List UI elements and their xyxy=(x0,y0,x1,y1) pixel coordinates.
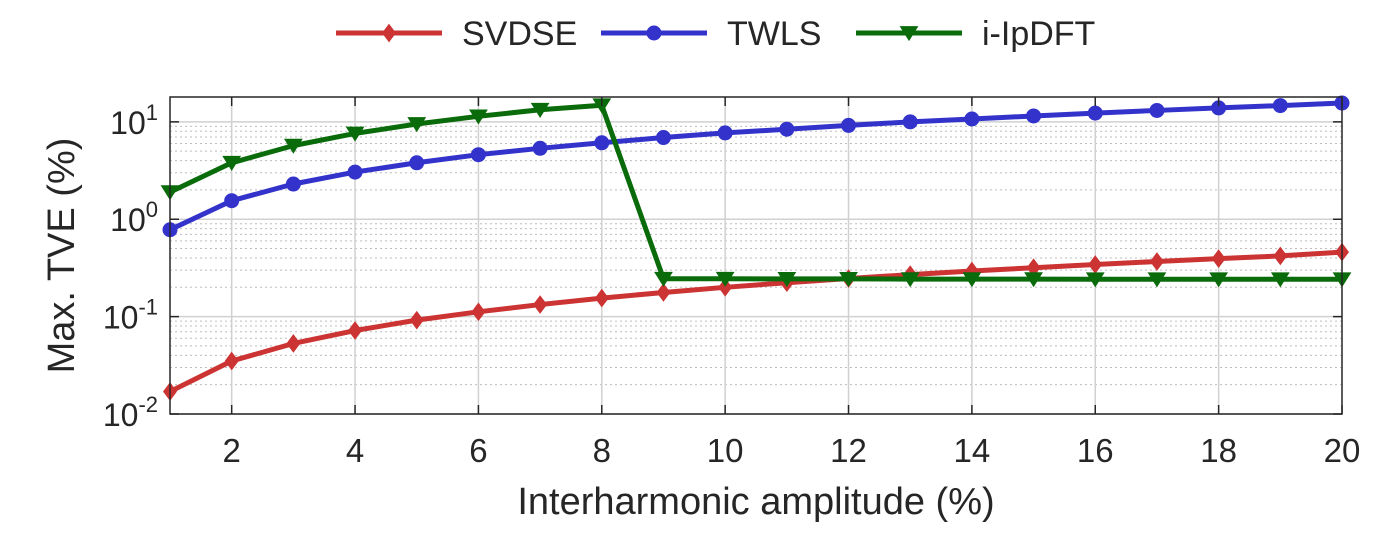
x-tick-label: 10 xyxy=(707,432,744,469)
i-ipdft-marker xyxy=(839,272,858,288)
legend-item-svdse: SVDSE xyxy=(336,15,577,53)
twls-marker xyxy=(470,147,486,163)
i-ipdft-marker xyxy=(530,102,550,118)
x-tick-label: 8 xyxy=(593,432,611,469)
twls-marker xyxy=(841,117,857,133)
twls-marker xyxy=(1272,98,1288,114)
twls-marker xyxy=(285,176,301,192)
twls-marker xyxy=(717,125,733,141)
y-tick-label: 10-1 xyxy=(103,295,158,336)
twls-marker xyxy=(902,114,918,130)
svdse-marker xyxy=(224,351,239,371)
i-ipdft-marker xyxy=(1024,272,1043,288)
i-ipdft-marker xyxy=(283,138,303,154)
x-tick-label: 2 xyxy=(223,432,241,469)
x-tick-label: 12 xyxy=(830,432,867,469)
twls-marker xyxy=(1149,102,1165,118)
series-twls xyxy=(162,95,1350,238)
i-ipdft-marker xyxy=(407,117,427,133)
series-line-twls xyxy=(168,100,1343,233)
y-tick-exponent: 1 xyxy=(146,100,158,125)
twls-marker xyxy=(532,140,548,156)
svdse-marker xyxy=(348,321,363,340)
x-tick-label: 14 xyxy=(954,432,991,469)
twls-marker xyxy=(1026,108,1042,124)
series-layer xyxy=(160,95,1352,401)
y-tick-base: 10 xyxy=(110,202,146,238)
i-ipdft-marker xyxy=(1209,272,1229,288)
svdse-marker xyxy=(656,283,671,302)
x-tick-label: 16 xyxy=(1077,432,1114,469)
legend-label-i-ipdft: i-IpDFT xyxy=(982,15,1095,53)
svdse-marker xyxy=(718,277,733,297)
series-svdse xyxy=(163,242,1350,401)
y-tick-label: 10-2 xyxy=(103,392,158,433)
svdse-marker xyxy=(286,334,301,353)
twls-marker xyxy=(655,130,671,146)
series-i-ipdft xyxy=(160,98,1352,288)
twls-marker xyxy=(594,135,610,151)
x-tick-label: 4 xyxy=(346,432,364,469)
y-tick-label: 100 xyxy=(110,197,158,238)
x-tick-label: 20 xyxy=(1324,432,1361,469)
i-ipdft-marker xyxy=(1147,272,1167,288)
i-ipdft-marker xyxy=(1270,272,1290,288)
i-ipdft-marker xyxy=(345,126,365,142)
y-tick-exponent: -2 xyxy=(138,392,158,417)
legend-item-i-ipdft: i-IpDFT xyxy=(856,15,1095,53)
x-axis-label: Interharmonic amplitude (%) xyxy=(517,481,994,523)
svdse-marker xyxy=(1273,246,1288,266)
i-ipdft-marker xyxy=(654,271,673,287)
x-tick-label: 6 xyxy=(469,432,487,469)
i-ipdft-marker xyxy=(715,271,735,287)
y-tick-exponent: -1 xyxy=(138,295,158,320)
i-ipdft-marker xyxy=(962,272,982,288)
legend-label-svdse: SVDSE xyxy=(462,15,577,53)
legend-i-ipdft-marker xyxy=(899,26,919,42)
i-ipdft-marker xyxy=(222,155,242,171)
twls-marker xyxy=(409,155,425,171)
y-tick-base: 10 xyxy=(110,105,146,141)
svdse-marker xyxy=(594,288,609,308)
legend-label-twls: TWLS xyxy=(727,15,821,53)
i-ipdft-marker xyxy=(469,109,488,125)
y-tick-exponent: 0 xyxy=(146,197,158,222)
i-ipdft-marker xyxy=(1085,272,1105,288)
y-tick-base: 10 xyxy=(103,300,139,336)
svdse-marker xyxy=(409,310,424,330)
plot-frame xyxy=(169,96,1343,415)
series-line-i-ipdft xyxy=(168,102,1342,282)
legend: SVDSE TWLS i-IpDFT xyxy=(336,15,1095,53)
y-tick-base: 10 xyxy=(103,397,139,433)
twls-marker xyxy=(1087,105,1103,121)
legend-svdse-marker xyxy=(382,23,396,43)
svdse-marker xyxy=(533,295,548,314)
legend-item-twls: TWLS xyxy=(601,15,821,53)
twls-marker xyxy=(347,164,363,180)
x-tick-label: 18 xyxy=(1200,432,1237,469)
svdse-marker xyxy=(1149,252,1164,271)
i-ipdft-marker xyxy=(777,272,797,288)
twls-marker xyxy=(964,111,980,127)
twls-marker xyxy=(224,193,240,209)
i-ipdft-marker xyxy=(900,272,920,288)
series-line-svdse xyxy=(168,249,1343,394)
y-tick-label: 101 xyxy=(110,100,158,141)
twls-marker xyxy=(779,121,795,137)
legend-twls-marker xyxy=(646,25,662,41)
y-axis-label: Max. TVE (%) xyxy=(41,138,83,374)
svdse-marker xyxy=(471,302,486,322)
svdse-marker xyxy=(1211,249,1226,268)
